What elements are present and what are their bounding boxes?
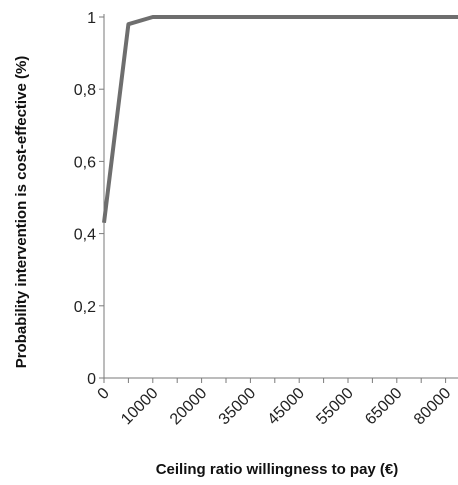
series-layer (102, 15, 458, 224)
x-tick-label: 65000 (362, 385, 406, 429)
x-tick-label: 80000 (411, 385, 455, 429)
x-axis-ticks: 0 10000 20000 35000 45000 55000 65000 80000 (95, 378, 455, 429)
y-tick-label: 0,6 (74, 154, 96, 171)
y-tick-label: 0,4 (74, 227, 96, 244)
x-tick-label: 0 (95, 385, 113, 403)
x-axis-title: Ceiling ratio willingness to pay (€) (156, 461, 399, 478)
y-tick-label: 0,2 (74, 299, 96, 316)
y-axis-title: Probability intervention is cost-effecti… (13, 56, 30, 369)
y-tick-label: 0 (87, 371, 96, 388)
series-line (102, 15, 458, 224)
y-tick-label: 1 (87, 10, 96, 27)
x-tick-label: 10000 (118, 385, 162, 429)
x-tick-label: 45000 (265, 385, 309, 429)
y-axis-ticks: 0 0,2 0,4 0,6 0,8 1 (74, 10, 104, 388)
x-tick-label: 55000 (313, 385, 357, 429)
plot-area: 0 0,2 0,4 0,6 0,8 1 0 10000 20000 35000 45000 5500… (74, 10, 458, 428)
x-tick-label: 35000 (216, 385, 260, 429)
y-tick-label: 0,8 (74, 82, 96, 99)
x-tick-label: 20000 (167, 385, 211, 429)
